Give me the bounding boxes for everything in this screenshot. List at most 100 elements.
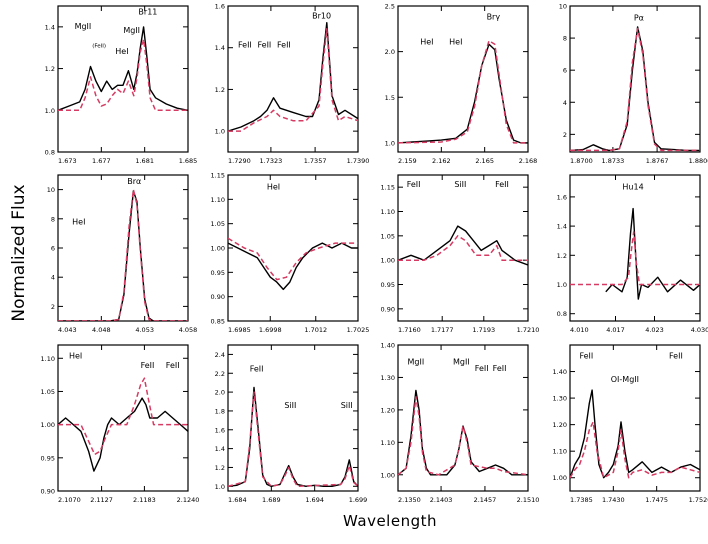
plot-frame <box>228 6 358 152</box>
y-tick-label: 1.30 <box>381 374 395 382</box>
x-axis-title: Wavelength <box>343 512 437 530</box>
y-tick-label: 1.30 <box>553 395 567 403</box>
y-tick-label: 0.95 <box>381 281 395 289</box>
spectrum-panel-12: 1.00 1.10 1.20 1.30 1.40 1.7385 1.7430 1.7475 1.… <box>553 345 708 504</box>
y-tick-label: 1.00 <box>41 421 55 429</box>
y-tick-label: 0.90 <box>381 305 395 313</box>
x-tick-label: 1.7177 <box>431 326 454 334</box>
y-tick-label: 4 <box>51 274 55 282</box>
x-tick-label: 1.8800 <box>689 157 708 165</box>
x-tick-label: 1.7160 <box>398 326 421 334</box>
y-tick-label: 1.20 <box>381 406 395 414</box>
y-tick-label: 1.05 <box>211 220 225 228</box>
x-tick-label: 1.7290 <box>228 157 251 165</box>
y-tick-label: 1.4 <box>215 44 225 52</box>
y-tick-label: 1.0 <box>557 281 567 289</box>
y-tick-label: 1.0 <box>215 483 225 491</box>
y-tick-label: 1.15 <box>211 172 225 180</box>
line-annotation: Br11 <box>138 7 157 16</box>
x-tick-label: 1.8767 <box>646 157 669 165</box>
line-annotation: FeII <box>277 41 291 50</box>
model-spectrum-line <box>58 378 188 454</box>
x-tick-label: 1.7012 <box>304 326 327 334</box>
line-annotation: FeII <box>250 364 264 373</box>
x-tick-label: 1.8700 <box>570 157 593 165</box>
x-tick-label: 4.030 <box>691 326 708 334</box>
model-spectrum-line <box>570 232 700 285</box>
x-tick-label: 4.048 <box>92 326 111 334</box>
x-tick-label: 1.7193 <box>472 326 495 334</box>
plot-frame <box>228 175 358 321</box>
observed-spectrum-line <box>58 398 188 471</box>
x-tick-label: 1.677 <box>92 157 111 165</box>
y-tick-label: 1.20 <box>553 421 567 429</box>
model-spectrum-line <box>570 29 700 151</box>
x-tick-label: 2.1403 <box>430 496 453 504</box>
line-annotation: SiII <box>454 180 466 189</box>
line-annotation: Brα <box>127 177 141 186</box>
x-tick-label: 1.7385 <box>570 496 593 504</box>
y-tick-label: 8 <box>563 35 567 43</box>
x-tick-label: 1.7475 <box>645 496 668 504</box>
x-tick-label: 2.1240 <box>177 496 200 504</box>
line-annotation: FeII <box>141 361 155 370</box>
y-tick-label: 1.4 <box>557 223 567 231</box>
line-annotation: HeI <box>449 37 462 46</box>
y-tick-label: 0.85 <box>211 318 225 326</box>
y-tick-label: 1.10 <box>381 439 395 447</box>
x-tick-label: 1.7025 <box>347 326 370 334</box>
x-tick-label: 2.1070 <box>58 496 81 504</box>
x-tick-label: 1.681 <box>135 157 154 165</box>
y-tick-label: 2 <box>563 131 567 139</box>
x-tick-label: 2.162 <box>432 157 451 165</box>
line-annotation: Br10 <box>312 12 331 21</box>
line-annotation: MgII <box>408 357 425 366</box>
line-annotation: FeII <box>579 351 593 360</box>
spectrum-panel-9: 0.900.951.001.051.102.1070 2.1127 2.1183 2.… <box>41 345 200 504</box>
y-tick-label: 2.5 <box>385 3 395 11</box>
x-tick-label: 1.7390 <box>347 157 370 165</box>
y-tick-label: 1.40 <box>553 368 567 376</box>
line-annotation: HeI <box>69 351 82 360</box>
y-tick-label: 1.8 <box>215 407 225 415</box>
line-annotation: SiII <box>341 401 353 410</box>
x-tick-label: 2.1183 <box>133 496 156 504</box>
model-spectrum-line <box>398 397 528 475</box>
x-tick-label: 4.043 <box>58 326 77 334</box>
plot-frame <box>570 345 700 491</box>
line-annotation: MgII <box>75 22 92 31</box>
x-tick-label: 4.053 <box>135 326 154 334</box>
y-tick-label: 1.10 <box>553 448 567 456</box>
y-tick-label: 1.5 <box>385 94 395 102</box>
x-tick-label: 1.685 <box>179 157 198 165</box>
y-tick-label: 0.8 <box>557 310 567 318</box>
observed-spectrum-line <box>570 390 700 478</box>
plot-frame <box>398 345 528 491</box>
spectrum-panel-11: 1.001.101.201.301.402.1350 2.1403 2.1457 2.… <box>381 342 540 505</box>
y-tick-label: 1.10 <box>381 208 395 216</box>
x-tick-label: 1.699 <box>349 496 368 504</box>
line-annotation: (FeII) <box>92 44 106 50</box>
line-annotation: OI-MgII <box>611 375 639 384</box>
line-annotation: HeI <box>420 37 433 46</box>
y-tick-label: 2.4 <box>215 351 225 359</box>
y-tick-label: 2.0 <box>385 48 395 56</box>
spectrum-panel-3: 1.0 1.5 2.0 2.5 2.159 2.162 2.165 2.168 Brγ HeI He… <box>385 3 538 166</box>
y-tick-label: 1.10 <box>41 355 55 363</box>
line-annotation: Pα <box>634 13 644 22</box>
x-tick-label: 2.168 <box>519 157 538 165</box>
y-tick-label: 0.95 <box>211 269 225 277</box>
line-annotation: FeII <box>407 180 421 189</box>
x-tick-label: 1.6985 <box>228 326 251 334</box>
y-tick-label: 1.2 <box>557 252 567 260</box>
panel-grid: 0.8 1.0 1.2 1.4 1.673 1.677 1.681 1.685 MgII (FeI… <box>41 3 708 505</box>
x-tick-label: 1.7357 <box>304 157 327 165</box>
spectrum-panel-4: 2468101.87001.87331.87671.8800Pα <box>559 3 708 166</box>
observed-spectrum-line <box>228 23 358 131</box>
line-annotation: HeI <box>115 47 128 56</box>
y-tick-label: 0.8 <box>45 149 55 157</box>
y-tick-label: 1.4 <box>45 23 55 31</box>
y-tick-label: 1.00 <box>211 245 225 253</box>
line-annotation: SiII <box>284 401 296 410</box>
